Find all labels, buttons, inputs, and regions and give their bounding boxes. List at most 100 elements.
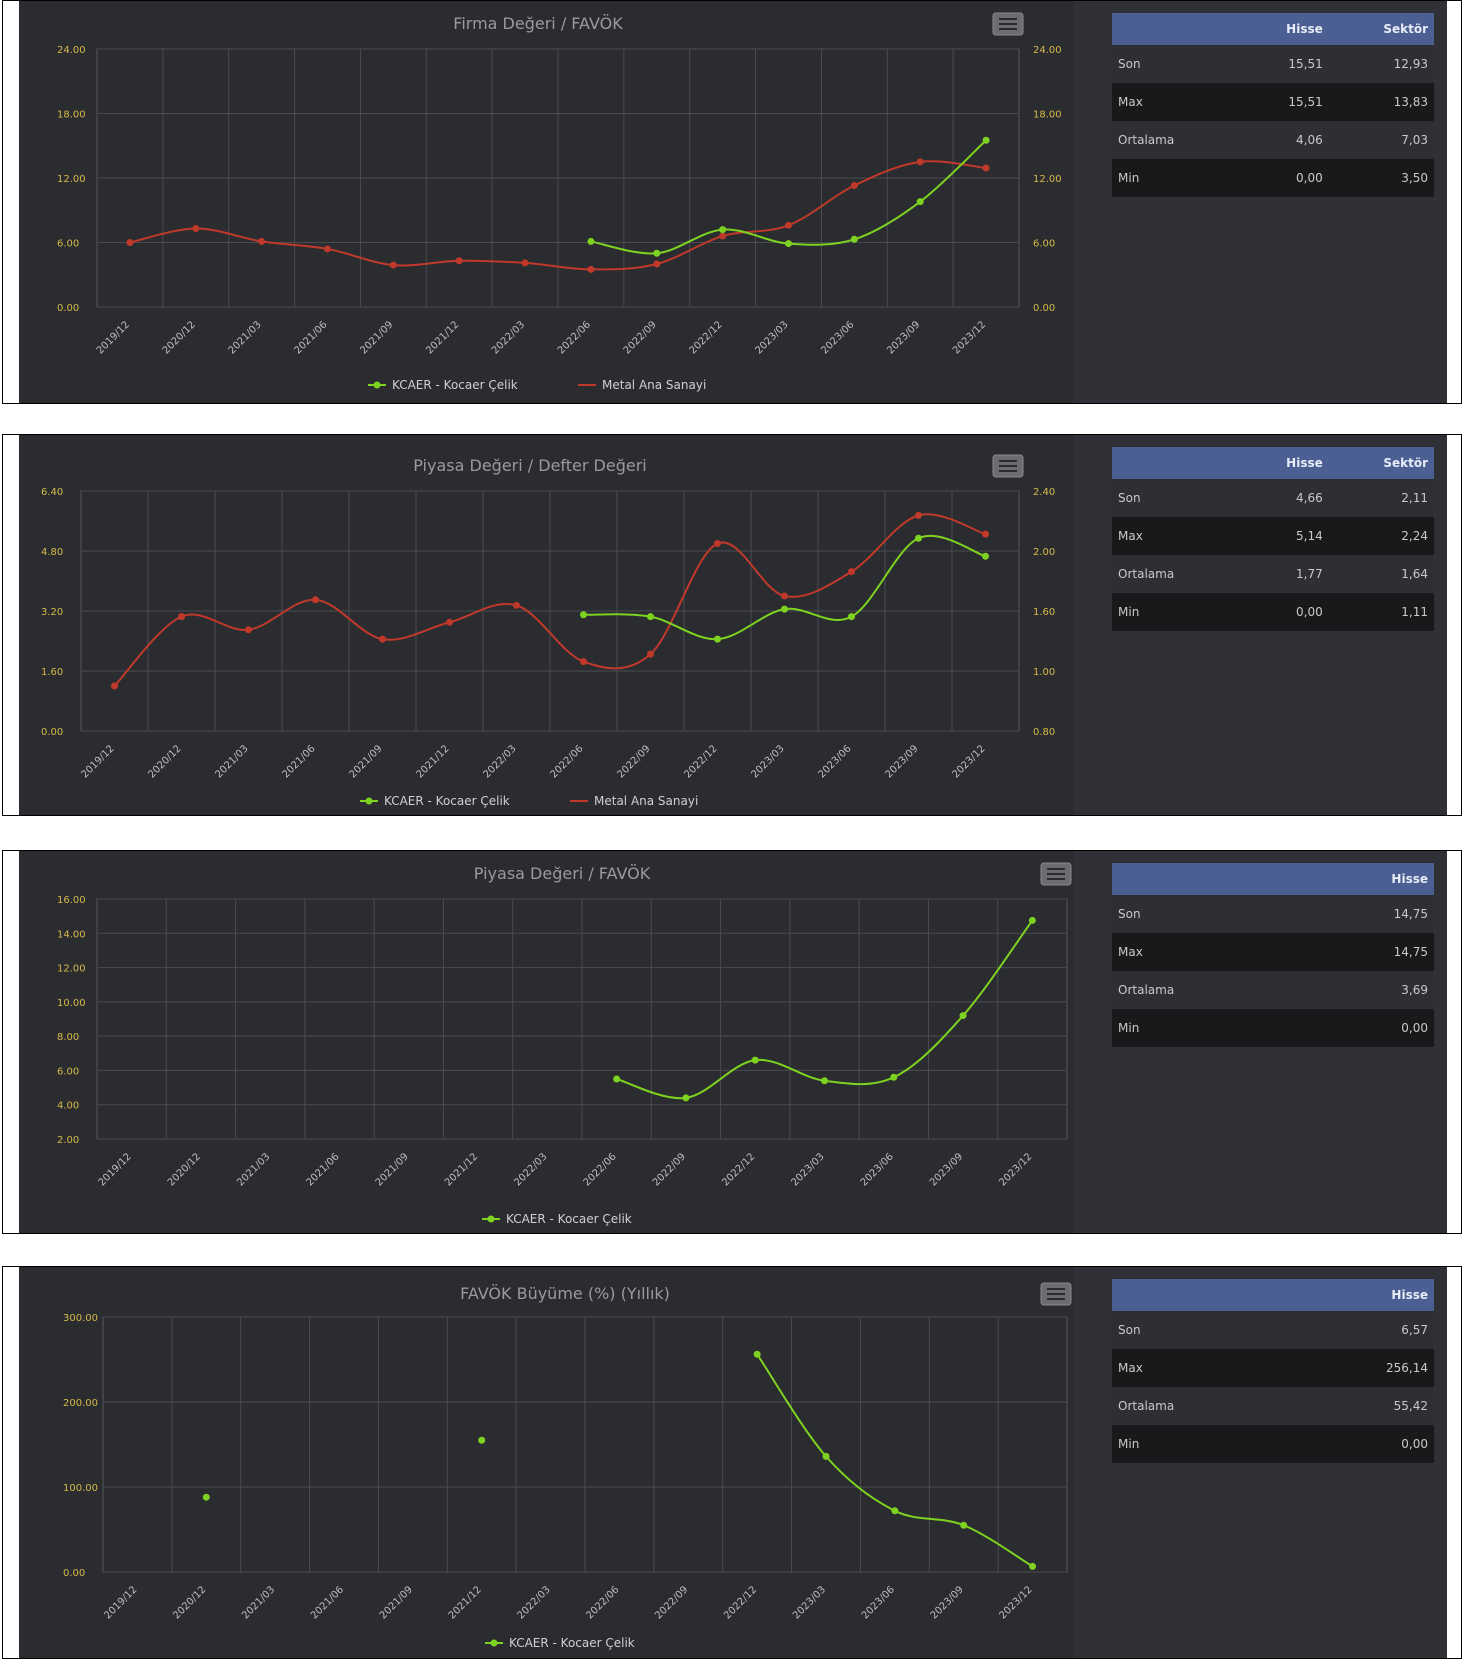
sector-point bbox=[587, 265, 595, 273]
chart-area-4: 300.00 200.00 100.00 0.00 2019/12 2020/12 2021… bbox=[19, 1267, 1074, 1658]
x-tick-label: 2023/03 bbox=[753, 319, 790, 356]
stock-point bbox=[916, 198, 924, 206]
legend-label: KCAER - Kocaer Çelik bbox=[506, 1212, 632, 1226]
x-tick-label: 2021/09 bbox=[358, 319, 395, 356]
y2-tick-label: 1.60 bbox=[1033, 607, 1055, 618]
stat-value: 14,75 bbox=[1299, 933, 1434, 971]
x-tick-label: 2021/03 bbox=[235, 1151, 272, 1188]
frame-3: 16.00 14.00 12.00 10.00 8.00 6.00 4.00 2.00 2019… bbox=[2, 850, 1462, 1234]
chart-title: Piyasa Değeri / Defter Değeri bbox=[413, 456, 646, 475]
sector-point bbox=[245, 626, 252, 634]
x-tick-label: 2023/03 bbox=[789, 1151, 826, 1188]
sector-point bbox=[915, 511, 922, 519]
x-tick-label: 2021/03 bbox=[227, 319, 264, 356]
stat-label: Min bbox=[1112, 1009, 1300, 1047]
y2-tick-label: 24.00 bbox=[1033, 45, 1062, 56]
sector-point bbox=[785, 221, 792, 229]
header-blank bbox=[1112, 447, 1239, 479]
x-tick-label: 2023/12 bbox=[951, 319, 988, 356]
stat-value: 7,03 bbox=[1328, 121, 1434, 159]
x-tick-label: 2019/12 bbox=[79, 743, 116, 780]
y-tick-label: 300.00 bbox=[63, 1313, 98, 1324]
stock-point bbox=[785, 240, 792, 248]
x-tick-label: 2021/06 bbox=[309, 1584, 346, 1621]
stats-panel-3: Hisse Son 14,75 Max 14,75 Ortalama 3,69 Min… bbox=[1074, 851, 1447, 1233]
y-tick-label: 0.00 bbox=[63, 1568, 85, 1579]
y-tick-label: 12.00 bbox=[57, 174, 86, 185]
x-tick-label: 2022/09 bbox=[651, 1151, 688, 1188]
stat-label: Max bbox=[1112, 517, 1239, 555]
sector-point bbox=[455, 257, 463, 265]
stat-label: Son bbox=[1112, 479, 1239, 517]
x-tick-label: 2023/09 bbox=[928, 1151, 965, 1188]
stat-value: 5,14 bbox=[1238, 517, 1329, 555]
stat-label: Ortalama bbox=[1112, 121, 1239, 159]
stock-point bbox=[478, 1436, 486, 1444]
stats-table-2: Hisse Sektör Son 4,66 2,11 Max 5,14 2,24 Orta… bbox=[1112, 447, 1434, 631]
y-tick-label: 100.00 bbox=[63, 1483, 98, 1494]
legend-label: KCAER - Kocaer Çelik bbox=[392, 378, 518, 392]
y-tick-label: 18.00 bbox=[57, 110, 86, 121]
x-tick-label: 2021/12 bbox=[443, 1151, 480, 1188]
x-tick-label: 2022/12 bbox=[682, 743, 719, 780]
stat-value: 0,00 bbox=[1238, 159, 1329, 197]
header-hisse: Hisse bbox=[1299, 863, 1434, 895]
legend-swatch-point bbox=[373, 381, 381, 389]
stat-value: 1,11 bbox=[1328, 593, 1434, 631]
header-sektor: Sektör bbox=[1328, 13, 1434, 45]
sector-series-line bbox=[129, 160, 987, 271]
stat-label: Max bbox=[1112, 1349, 1292, 1387]
stock-point bbox=[848, 613, 855, 621]
stock-point bbox=[202, 1493, 210, 1501]
frame-2: 6.40 4.80 3.20 1.60 0.00 2.40 2.00 1.60 1.00 0.80… bbox=[2, 434, 1462, 816]
header-hisse: Hisse bbox=[1238, 447, 1329, 479]
chart-panel-4: 300.00 200.00 100.00 0.00 2019/12 2020/12 2021… bbox=[19, 1267, 1447, 1658]
stat-label: Min bbox=[1112, 1425, 1292, 1463]
stat-value: 1,77 bbox=[1238, 555, 1329, 593]
menu-icon bbox=[1040, 1282, 1072, 1306]
y-tick-label: 6.00 bbox=[57, 239, 79, 250]
x-tick-label: 2021/12 bbox=[447, 1584, 484, 1621]
x-tick-label: 2023/06 bbox=[859, 1151, 896, 1188]
sector-point bbox=[126, 239, 134, 246]
stat-value: 15,51 bbox=[1238, 83, 1329, 121]
x-tick-label: 2023/09 bbox=[929, 1584, 966, 1621]
x-tick-label: 2022/12 bbox=[722, 1584, 759, 1621]
stats-table-4: Hisse Son 6,57 Max 256,14 Ortalama 55,42 Mi… bbox=[1112, 1279, 1434, 1463]
stat-label: Son bbox=[1112, 895, 1300, 933]
sector-point bbox=[178, 613, 185, 621]
y2-tick-label: 2.40 bbox=[1033, 487, 1055, 498]
y-tick-label: 3.20 bbox=[41, 607, 63, 618]
x-tick-label: 2019/12 bbox=[102, 1584, 139, 1621]
sector-point bbox=[324, 245, 331, 253]
legend-label: KCAER - Kocaer Çelik bbox=[384, 794, 510, 808]
sector-point bbox=[258, 237, 266, 245]
y2-tick-label: 0.80 bbox=[1033, 727, 1055, 738]
stat-label: Ortalama bbox=[1112, 971, 1300, 1009]
sector-point bbox=[379, 635, 386, 643]
stock-point bbox=[753, 1350, 761, 1358]
x-tick-label: 2022/06 bbox=[584, 1584, 621, 1621]
sector-point bbox=[580, 658, 587, 666]
stat-value: 0,00 bbox=[1291, 1425, 1434, 1463]
y-tick-label: 0.00 bbox=[41, 727, 63, 738]
header-hisse: Hisse bbox=[1291, 1279, 1434, 1311]
stat-value: 0,00 bbox=[1238, 593, 1329, 631]
sector-point bbox=[916, 158, 924, 166]
stat-label: Son bbox=[1112, 45, 1239, 83]
stock-point bbox=[850, 235, 858, 243]
x-tick-label: 2022/03 bbox=[490, 319, 527, 356]
sector-point bbox=[111, 682, 118, 690]
sector-point bbox=[653, 260, 661, 268]
stock-point bbox=[587, 237, 595, 245]
stats-panel-4: Hisse Son 6,57 Max 256,14 Ortalama 55,42 Mi… bbox=[1074, 1267, 1447, 1658]
frame-4: 300.00 200.00 100.00 0.00 2019/12 2020/12 2021… bbox=[2, 1266, 1462, 1659]
x-tick-label: 2022/06 bbox=[582, 1151, 619, 1188]
sector-point bbox=[781, 592, 788, 600]
sector-point bbox=[312, 596, 319, 604]
sector-point bbox=[192, 225, 200, 233]
stat-label: Min bbox=[1112, 593, 1239, 631]
chart-svg-2: 6.40 4.80 3.20 1.60 0.00 2.40 2.00 1.60 1.00 0.80… bbox=[41, 454, 1055, 808]
x-tick-label: 2020/12 bbox=[171, 1584, 208, 1621]
chart-panel-1: 24.00 18.00 12.00 6.00 0.00 24.00 18.00 12.00 6.… bbox=[19, 1, 1447, 403]
